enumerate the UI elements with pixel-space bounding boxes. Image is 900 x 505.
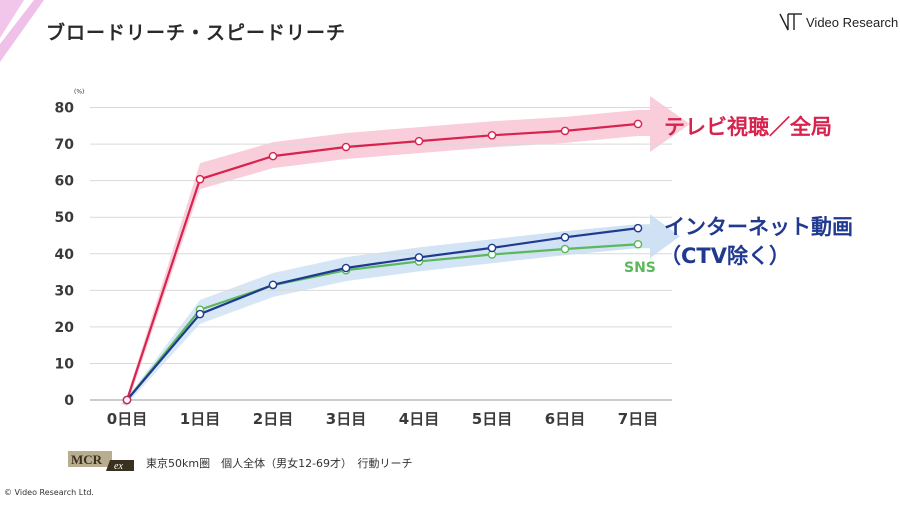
x-tick-label: 7日目 (618, 410, 658, 428)
data-point (122, 395, 132, 405)
tv-arrow-band (121, 95, 690, 406)
copyright: © Video Research Ltd. (4, 488, 94, 497)
corner-decoration (0, 0, 44, 62)
y-tick-label: 20 (55, 320, 75, 336)
y-tick-label: 40 (55, 247, 75, 263)
data-point (633, 239, 643, 249)
y-tick-label: 70 (55, 137, 75, 153)
internet-arrow-band (121, 214, 680, 404)
data-point (560, 126, 570, 136)
data-point (195, 174, 205, 184)
brand-logo: Video Research (778, 11, 898, 33)
page-title: ブロードリーチ・スピードリーチ (46, 22, 347, 44)
video-research-logo-icon (779, 13, 802, 31)
mcr-badge-text: MCR (71, 452, 103, 467)
data-point (341, 263, 351, 273)
series-line (126, 227, 639, 401)
y-tick-label: 50 (55, 210, 75, 226)
series-label-internet-video: インターネット動画 (664, 215, 853, 239)
data-point (268, 280, 278, 290)
mcr-badge-sub: ex (114, 461, 123, 471)
data-point (268, 151, 278, 161)
y-tick-label: 10 (55, 356, 75, 372)
y-axis-unit: (%) (74, 89, 84, 96)
series-label-sns: SNS (624, 260, 656, 276)
data-point (414, 136, 424, 146)
data-point (633, 223, 643, 233)
data-point (341, 142, 351, 152)
data-point (633, 119, 643, 129)
data-point (414, 253, 424, 262)
y-tick-label: 80 (55, 101, 75, 117)
series-line (126, 243, 639, 401)
data-point (195, 309, 205, 319)
x-tick-label: 3日目 (326, 410, 366, 428)
x-tick-label: 0日目 (107, 410, 147, 428)
x-tick-label: 6日目 (545, 410, 585, 428)
x-tick-label: 5日目 (472, 410, 512, 428)
series-line (125, 122, 639, 401)
mcr-ex-badge: MCR ex (68, 451, 134, 471)
logo-text: Video Research (806, 14, 899, 30)
data-point (560, 232, 570, 242)
y-tick-label: 60 (55, 174, 75, 190)
x-tick-label: 4日目 (399, 410, 439, 428)
y-tick-label: 0 (64, 393, 74, 409)
data-point (487, 130, 497, 140)
x-tick-label: 1日目 (180, 410, 220, 428)
x-tick-label: 2日目 (253, 410, 293, 428)
data-point (487, 243, 497, 253)
footer-note: 東京50km圏 個人全体（男女12-69才） 行動リーチ (146, 457, 413, 470)
data-point (560, 244, 570, 254)
y-tick-label: 30 (55, 283, 75, 299)
series-label-tv: テレビ視聴／全局 (664, 115, 832, 139)
series-label-internet-video-note: （CTV除く） (660, 244, 790, 268)
